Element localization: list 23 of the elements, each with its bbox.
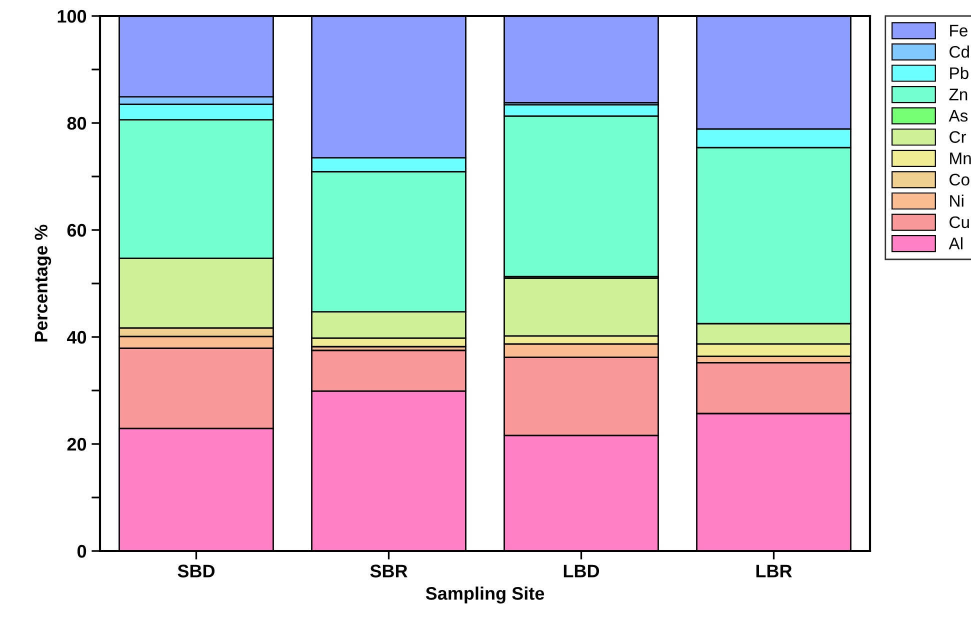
legend-label: Al	[948, 237, 962, 250]
legend-label: Ni	[950, 194, 964, 207]
x-tick-label: LBR	[756, 564, 792, 578]
x-axis-title: Sampling Site	[426, 586, 544, 604]
x-tick-label: SBR	[370, 564, 408, 578]
x-tick-label: LBD	[564, 564, 600, 578]
legend-label: Cu	[950, 216, 969, 228]
y-tick-label: 60	[67, 224, 86, 237]
legend-label: Cd	[950, 46, 969, 58]
legend-label: Co	[950, 174, 970, 186]
y-tick-label: 80	[67, 116, 86, 130]
legend-label: Zn	[949, 88, 968, 100]
legend-label: Fe	[950, 24, 968, 36]
y-tick-label: 20	[67, 438, 86, 451]
y-axis-title: Percentage %	[34, 224, 52, 342]
legend-label: Cr	[950, 131, 966, 143]
x-tick-label: SBD	[178, 564, 215, 578]
legend-label: Mn	[950, 152, 971, 164]
y-tick-label: 0	[77, 544, 86, 558]
y-tick-label: 40	[67, 330, 86, 344]
legend-label: As	[948, 110, 968, 122]
legend-label: Pb	[950, 66, 968, 80]
y-tick-label: 100	[58, 10, 86, 23]
